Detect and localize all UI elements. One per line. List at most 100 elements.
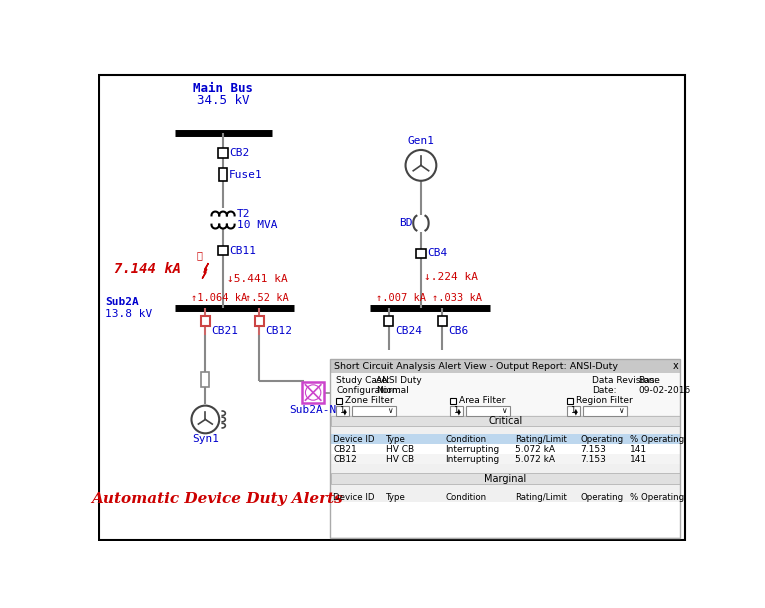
Text: ▼: ▼ [457, 410, 461, 415]
Text: ▲: ▲ [574, 407, 578, 412]
Text: T2: T2 [237, 209, 250, 219]
Text: Device ID: Device ID [333, 492, 375, 502]
Text: 1: 1 [571, 407, 575, 415]
Text: Condition: Condition [445, 435, 487, 444]
Bar [583, 406, 627, 416]
Bar [352, 406, 396, 416]
Text: 7.153: 7.153 [581, 445, 606, 454]
Text: Device ID: Device ID [333, 435, 375, 444]
Text: CB12: CB12 [265, 326, 292, 336]
Bar [384, 316, 393, 325]
Text: ▼: ▼ [343, 410, 347, 415]
Bar [201, 371, 209, 387]
Text: Zone Filter: Zone Filter [345, 396, 393, 406]
Text: Base: Base [638, 376, 660, 385]
Text: Fuse1: Fuse1 [230, 170, 263, 179]
Text: Critical: Critical [488, 416, 522, 426]
Text: ▼: ▼ [574, 410, 578, 415]
Text: Type: Type [386, 435, 405, 444]
Text: % Operating: % Operating [630, 435, 685, 444]
Text: CB2: CB2 [230, 148, 249, 158]
Text: Interrupting: Interrupting [445, 455, 500, 464]
Text: 1: 1 [454, 407, 458, 415]
Text: Normal: Normal [376, 385, 409, 395]
Bar [450, 398, 457, 404]
Text: Type: Type [386, 492, 405, 502]
Text: ↓.224 kA: ↓.224 kA [424, 272, 478, 282]
Text: 09-02-2016: 09-02-2016 [638, 385, 690, 395]
Bar [219, 246, 228, 255]
Text: CB12: CB12 [333, 455, 357, 464]
Text: x: x [673, 361, 679, 371]
Text: Marginal: Marginal [484, 474, 526, 484]
Text: ▲: ▲ [457, 407, 461, 412]
Text: 13.8 kV: 13.8 kV [106, 309, 152, 319]
Bar [330, 373, 680, 415]
Text: ⏚: ⏚ [197, 250, 202, 260]
Bar [330, 359, 680, 538]
Text: Rating/Limit: Rating/Limit [515, 492, 567, 502]
Bar [219, 148, 228, 157]
Text: 1: 1 [340, 407, 344, 415]
Text: CB21: CB21 [333, 445, 357, 454]
Bar [330, 359, 680, 373]
Text: ∨: ∨ [387, 407, 393, 415]
Bar [450, 406, 463, 416]
Text: Main Bus: Main Bus [193, 82, 253, 95]
Text: CB6: CB6 [448, 326, 469, 336]
Text: Sub2A-N: Sub2A-N [289, 405, 337, 415]
Text: ↓5.441 kA: ↓5.441 kA [227, 274, 288, 285]
Text: 5.072 kA: 5.072 kA [515, 455, 555, 464]
Text: Area Filter: Area Filter [459, 396, 505, 406]
Bar [337, 398, 343, 404]
Text: ↑.007 kA: ↑.007 kA [376, 293, 426, 303]
Text: Operating: Operating [581, 492, 623, 502]
Text: Region Filter: Region Filter [576, 396, 633, 406]
Text: % Operating: % Operating [630, 492, 685, 502]
Bar [330, 474, 679, 484]
Text: 5.072 kA: 5.072 kA [515, 445, 555, 454]
Text: HV CB: HV CB [386, 445, 414, 454]
Text: ↑.033 kA: ↑.033 kA [431, 293, 482, 303]
Text: Study Case:: Study Case: [337, 376, 390, 385]
Bar [255, 316, 264, 325]
Text: ▲: ▲ [343, 407, 347, 412]
Bar [337, 406, 349, 416]
Text: Date:: Date: [592, 385, 617, 395]
Bar [330, 416, 679, 426]
Text: ANSI Duty: ANSI Duty [376, 376, 422, 385]
Text: HV CB: HV CB [386, 455, 414, 464]
Text: CB4: CB4 [427, 248, 448, 258]
Polygon shape [202, 263, 208, 278]
Text: CB24: CB24 [395, 326, 422, 336]
Text: Sub2A: Sub2A [106, 297, 139, 308]
Text: ↑1.064 kA: ↑1.064 kA [191, 293, 248, 303]
Bar [220, 168, 227, 181]
Text: Operating: Operating [581, 435, 623, 444]
Bar [330, 492, 679, 502]
Text: Data Revision:: Data Revision: [592, 376, 657, 385]
Bar [438, 316, 447, 325]
Text: Syn1: Syn1 [192, 435, 219, 444]
Text: ↑.52 kA: ↑.52 kA [246, 293, 289, 303]
Text: Short Circuit Analysis Alert View - Output Report: ANSI-Duty: Short Circuit Analysis Alert View - Outp… [334, 362, 618, 371]
Text: BD: BD [399, 218, 413, 228]
Bar [330, 454, 679, 464]
Text: ∨: ∨ [501, 407, 507, 415]
Bar [330, 502, 679, 537]
Text: Interrupting: Interrupting [445, 445, 500, 454]
Text: 7.153: 7.153 [581, 455, 606, 464]
Bar [330, 359, 680, 538]
Text: 34.5 kV: 34.5 kV [197, 94, 249, 107]
Text: 141: 141 [630, 445, 647, 454]
Bar [200, 316, 210, 325]
Bar [330, 444, 679, 454]
Text: 7.144 kA: 7.144 kA [115, 262, 181, 276]
Text: 141: 141 [630, 455, 647, 464]
Text: 10 MVA: 10 MVA [237, 219, 278, 230]
Text: Configuration:: Configuration: [337, 385, 401, 395]
Text: Gen1: Gen1 [408, 136, 435, 146]
Text: Automatic Device Duty Alerts: Automatic Device Duty Alerts [91, 492, 343, 506]
Bar [302, 382, 324, 403]
Text: Condition: Condition [445, 492, 487, 502]
